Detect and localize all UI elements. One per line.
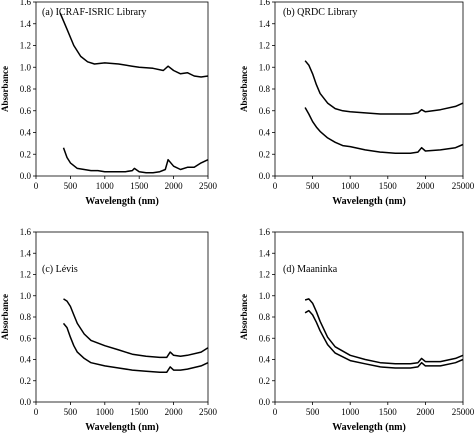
panel-title: (b) QRDC Library	[283, 7, 357, 18]
y-tick-label: 1.4	[20, 248, 32, 258]
y-tick-label: 0.2	[259, 376, 270, 386]
y-tick-label: 0.6	[259, 106, 271, 116]
x-tick-label: 1000	[96, 181, 115, 191]
y-tick-label: 0.8	[20, 84, 32, 94]
y-tick-label: 1.0	[20, 291, 32, 301]
y-tick-label: 1.4	[259, 248, 271, 258]
series-line-0	[63, 298, 209, 359]
x-tick-label: 500	[64, 407, 78, 417]
x-tick-label: 1000	[341, 181, 360, 191]
plot-frame	[35, 231, 209, 403]
y-tick-label: 0.2	[20, 376, 31, 386]
x-tick-label: 1500	[130, 181, 149, 191]
y-tick-label: 0.2	[259, 149, 270, 159]
y-tick-label: 0.8	[259, 312, 271, 322]
y-tick-label: 0.4	[259, 355, 271, 365]
y-tick-label: 1.4	[20, 19, 32, 29]
y-tick-label: 1.2	[20, 41, 31, 51]
series-line-0	[59, 12, 209, 78]
x-tick-label: 0	[273, 181, 278, 191]
y-tick-label: 0.6	[20, 333, 32, 343]
panel-title: (c) Lévis	[42, 264, 78, 275]
y-tick-label: 1.6	[20, 0, 32, 7]
x-axis-label: Wavelength (nm)	[332, 196, 406, 207]
plot-frame	[35, 1, 209, 177]
y-tick-label: 1.2	[259, 270, 270, 280]
y-tick-label: 1.6	[259, 227, 271, 237]
panel-title: (d) Maaninka	[283, 264, 338, 275]
y-axis-label: Absorbance	[239, 294, 249, 340]
x-tick-label: 0	[34, 181, 39, 191]
x-tick-label: 1000	[96, 407, 115, 417]
y-tick-label: 0.4	[259, 128, 271, 138]
y-axis-label: Absorbance	[0, 66, 10, 112]
y-tick-label: 0.0	[259, 397, 271, 407]
chart-panel-1: 0 500 1000 1500 2000 25000 0.0 0.2 0.4 0.6 0.8 1.0 1…	[239, 0, 474, 207]
y-tick-label: 1.2	[259, 41, 270, 51]
y-tick-label: 1.0	[259, 62, 271, 72]
x-tick-label: 2000	[165, 407, 184, 417]
x-tick-label: 1500	[379, 181, 398, 191]
y-tick-label: 0.6	[259, 333, 271, 343]
series-line-1	[304, 107, 464, 154]
chart-panel-0: 0 500 1000 1500 2000 2500 0.0 0.2 0.4 0.6 0.8 1.0 1.…	[0, 0, 218, 207]
y-tick-label: 1.6	[259, 0, 271, 7]
y-tick-label: 1.4	[259, 19, 271, 29]
y-axis-label: Absorbance	[0, 294, 10, 340]
y-tick-label: 0.0	[20, 171, 32, 181]
x-tick-label: 500	[306, 407, 320, 417]
x-tick-label: 1500	[130, 407, 149, 417]
x-tick-label: 2000	[416, 181, 435, 191]
plot-frame	[274, 231, 464, 403]
x-tick-label: 2000	[416, 407, 435, 417]
x-tick-label: 500	[64, 181, 78, 191]
x-tick-label: 1500	[379, 407, 398, 417]
x-axis-label: Wavelength (nm)	[332, 422, 406, 433]
series-line-0	[304, 60, 464, 115]
x-tick-label: 2500	[199, 407, 218, 417]
x-axis-label: Wavelength (nm)	[85, 422, 159, 433]
y-tick-label: 0.0	[20, 397, 32, 407]
y-tick-label: 0.8	[20, 312, 32, 322]
x-tick-label: 2500	[199, 181, 218, 191]
y-tick-label: 1.0	[20, 62, 32, 72]
x-tick-label: 25000	[452, 407, 474, 417]
y-tick-label: 0.6	[20, 106, 32, 116]
y-tick-label: 0.8	[259, 84, 271, 94]
y-tick-label: 1.2	[20, 270, 31, 280]
panel-title: (a) ICRAF-ISRIC Library	[42, 7, 146, 18]
x-tick-label: 2000	[165, 181, 184, 191]
y-tick-label: 0.4	[20, 355, 32, 365]
x-tick-label: 1000	[341, 407, 360, 417]
series-line-1	[62, 322, 209, 374]
chart-panel-2: 0 500 1000 1500 2000 2500 0.0 0.2 0.4 0.6 0.8 1.0 1.…	[0, 227, 218, 433]
y-tick-label: 0.0	[259, 171, 271, 181]
x-tick-label: 0	[34, 407, 39, 417]
series-line-1	[304, 309, 464, 369]
y-tick-label: 0.2	[20, 149, 31, 159]
y-tick-label: 0.4	[20, 128, 32, 138]
y-tick-label: 1.6	[20, 227, 32, 237]
x-tick-label: 25000	[452, 181, 474, 191]
x-tick-label: 500	[306, 181, 320, 191]
y-tick-label: 1.0	[259, 291, 271, 301]
y-axis-label: Absorbance	[239, 66, 249, 112]
series-line-0	[304, 298, 464, 365]
x-axis-label: Wavelength (nm)	[85, 196, 159, 207]
x-tick-label: 0	[273, 407, 278, 417]
series-line-1	[62, 147, 209, 174]
chart-panel-3: 0 500 1000 1500 2000 25000 0.0 0.2 0.4 0.6 0.8 1.0 1…	[239, 227, 474, 433]
